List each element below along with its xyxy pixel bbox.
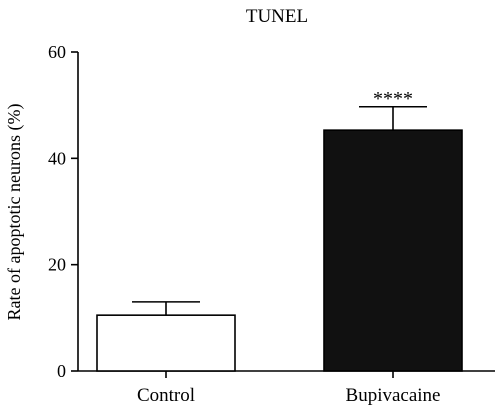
significance-annotation: **** (373, 88, 413, 110)
x-tick-label: Control (137, 385, 195, 406)
chart-title: TUNEL (246, 6, 308, 27)
x-tick-label: Bupivacaine (346, 385, 441, 406)
bar-control (96, 314, 236, 372)
y-tick-label: 0 (57, 361, 66, 381)
y-tick-label: 60 (48, 42, 66, 62)
y-tick-label: 20 (48, 255, 66, 275)
y-tick-label: 40 (48, 148, 66, 168)
plot-area: 0 20 40 60 Control Bupivacaine **** (48, 42, 495, 406)
y-axis-label: Rate of apoptotic neurons (%) (4, 104, 25, 321)
bar-bupivacaine (323, 129, 463, 372)
